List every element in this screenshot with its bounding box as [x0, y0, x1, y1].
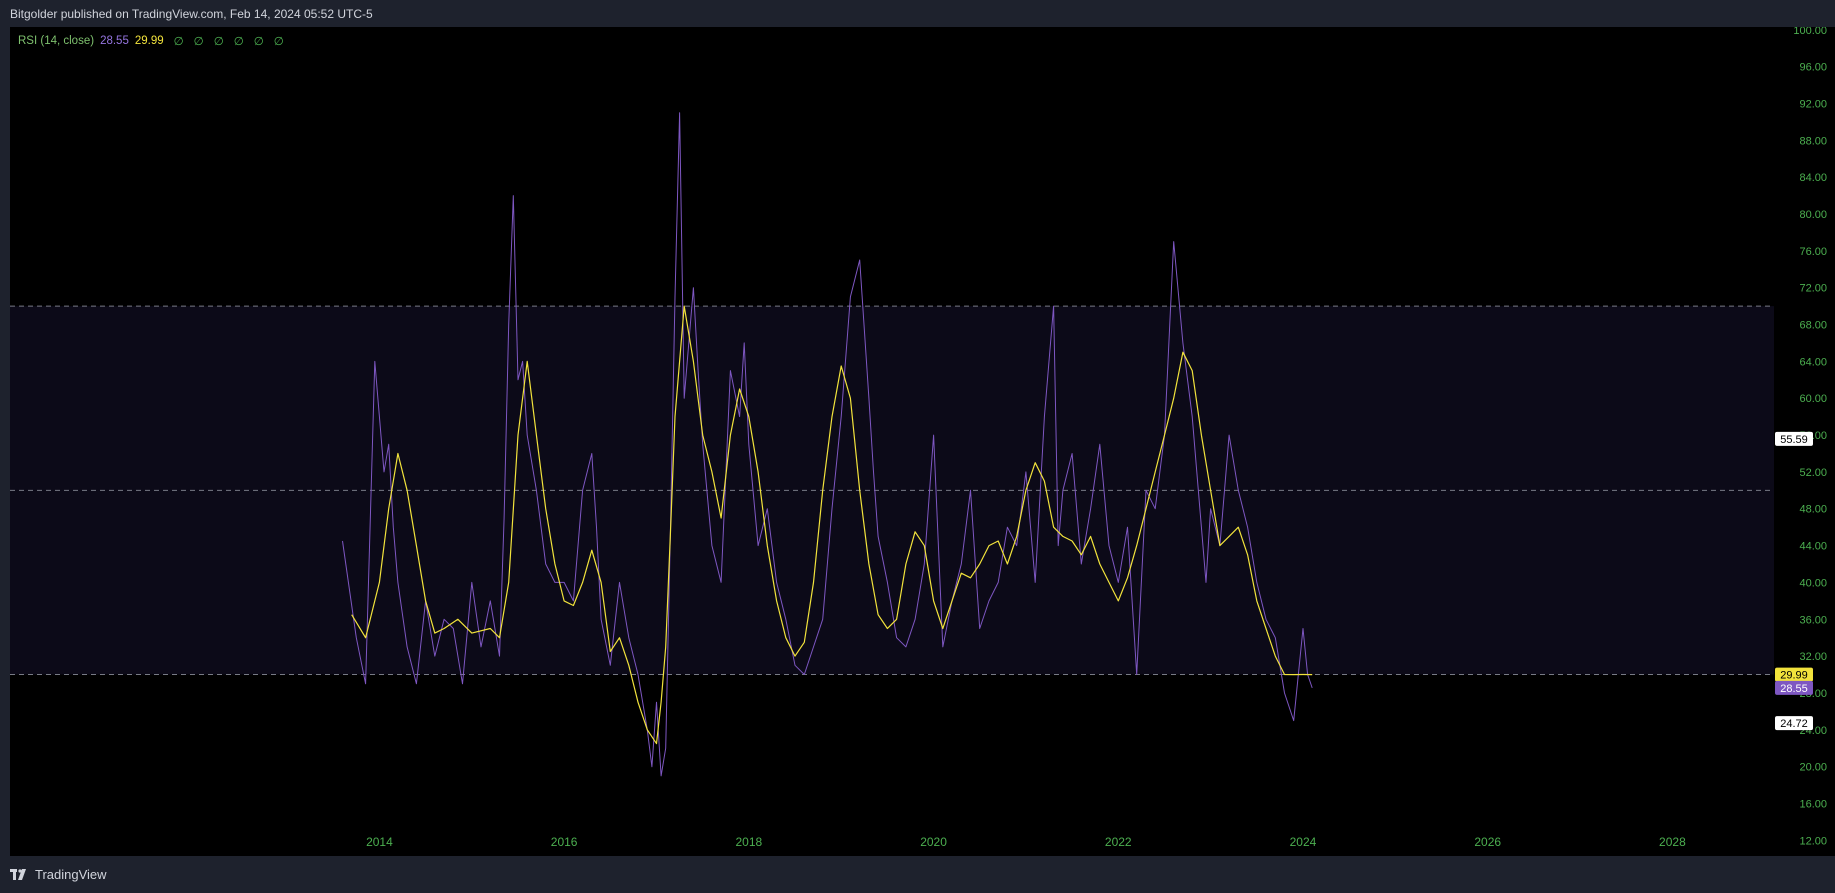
na-marker: ∅ — [233, 36, 244, 48]
price-label-box — [1775, 431, 1813, 446]
indicator-legend[interactable]: RSI (14, close) 28.55 29.99 ∅ ∅ ∅ ∅ ∅ ∅ — [18, 34, 284, 48]
y-tick-label: 88.00 — [1799, 135, 1827, 147]
tradingview-logo-icon — [10, 868, 26, 880]
price-label-box — [1775, 680, 1813, 695]
y-tick-label: 12.00 — [1799, 835, 1827, 847]
price-label-box — [1775, 716, 1813, 731]
y-tick-label: 100.00 — [1793, 27, 1827, 37]
x-tick-label: 2020 — [920, 835, 947, 849]
x-tick-label: 2014 — [366, 835, 393, 849]
x-tick-label: 2016 — [551, 835, 578, 849]
y-tick-label: 60.00 — [1799, 393, 1827, 405]
price-label-text: 55.59 — [1780, 434, 1808, 446]
tradingview-brand[interactable]: TradingView — [10, 867, 107, 882]
x-tick-label: 2026 — [1474, 835, 1501, 849]
y-tick-label: 20.00 — [1799, 762, 1827, 774]
y-tick-label: 16.00 — [1799, 798, 1827, 810]
na-marker: ∅ — [273, 36, 284, 48]
y-tick-label: 92.00 — [1799, 98, 1827, 110]
rsi-ma-line — [351, 305, 1313, 745]
y-tick-label: 40.00 — [1799, 577, 1827, 589]
y-tick-label: 80.00 — [1799, 209, 1827, 221]
na-marker: ∅ — [213, 36, 224, 48]
x-tick-label: 2024 — [1290, 835, 1317, 849]
price-label-text: 29.99 — [1780, 670, 1808, 682]
x-tick-label: 2028 — [1659, 835, 1686, 849]
y-tick-label: 44.00 — [1799, 541, 1827, 553]
price-label-text: 28.55 — [1780, 683, 1808, 695]
x-tick-label: 2018 — [735, 835, 762, 849]
y-tick-label: 48.00 — [1799, 504, 1827, 516]
footer-bar — [0, 856, 1835, 893]
y-tick-label: 84.00 — [1799, 172, 1827, 184]
publish-header: Bitgolder published on TradingView.com, … — [0, 0, 1835, 27]
na-marker: ∅ — [253, 36, 264, 48]
y-tick-label: 96.00 — [1799, 62, 1827, 74]
indicator-name[interactable]: RSI (14, close) — [18, 35, 95, 47]
y-tick-label: 32.00 — [1799, 651, 1827, 663]
y-tick-label: 52.00 — [1799, 467, 1827, 479]
y-tick-label: 76.00 — [1799, 246, 1827, 258]
brand-name: TradingView — [35, 867, 107, 882]
rsi-line — [342, 112, 1313, 777]
na-marker: ∅ — [193, 36, 204, 48]
published-text: Bitgolder published on TradingView.com, … — [10, 7, 373, 21]
y-tick-label: 36.00 — [1799, 614, 1827, 626]
price-label-box — [1775, 667, 1813, 682]
rsi-ma-value: 29.99 — [134, 35, 164, 47]
y-tick-label: 68.00 — [1799, 320, 1827, 332]
price-label-text: 24.72 — [1780, 718, 1808, 730]
x-tick-label: 2022 — [1105, 835, 1132, 849]
y-tick-label: 72.00 — [1799, 283, 1827, 295]
na-marker: ∅ — [173, 36, 184, 48]
rsi-value: 28.55 — [100, 35, 129, 47]
y-tick-label: 64.00 — [1799, 356, 1827, 368]
rsi-chart[interactable]: 12.0016.0020.0024.0028.0032.0036.0040.00… — [10, 27, 1835, 856]
